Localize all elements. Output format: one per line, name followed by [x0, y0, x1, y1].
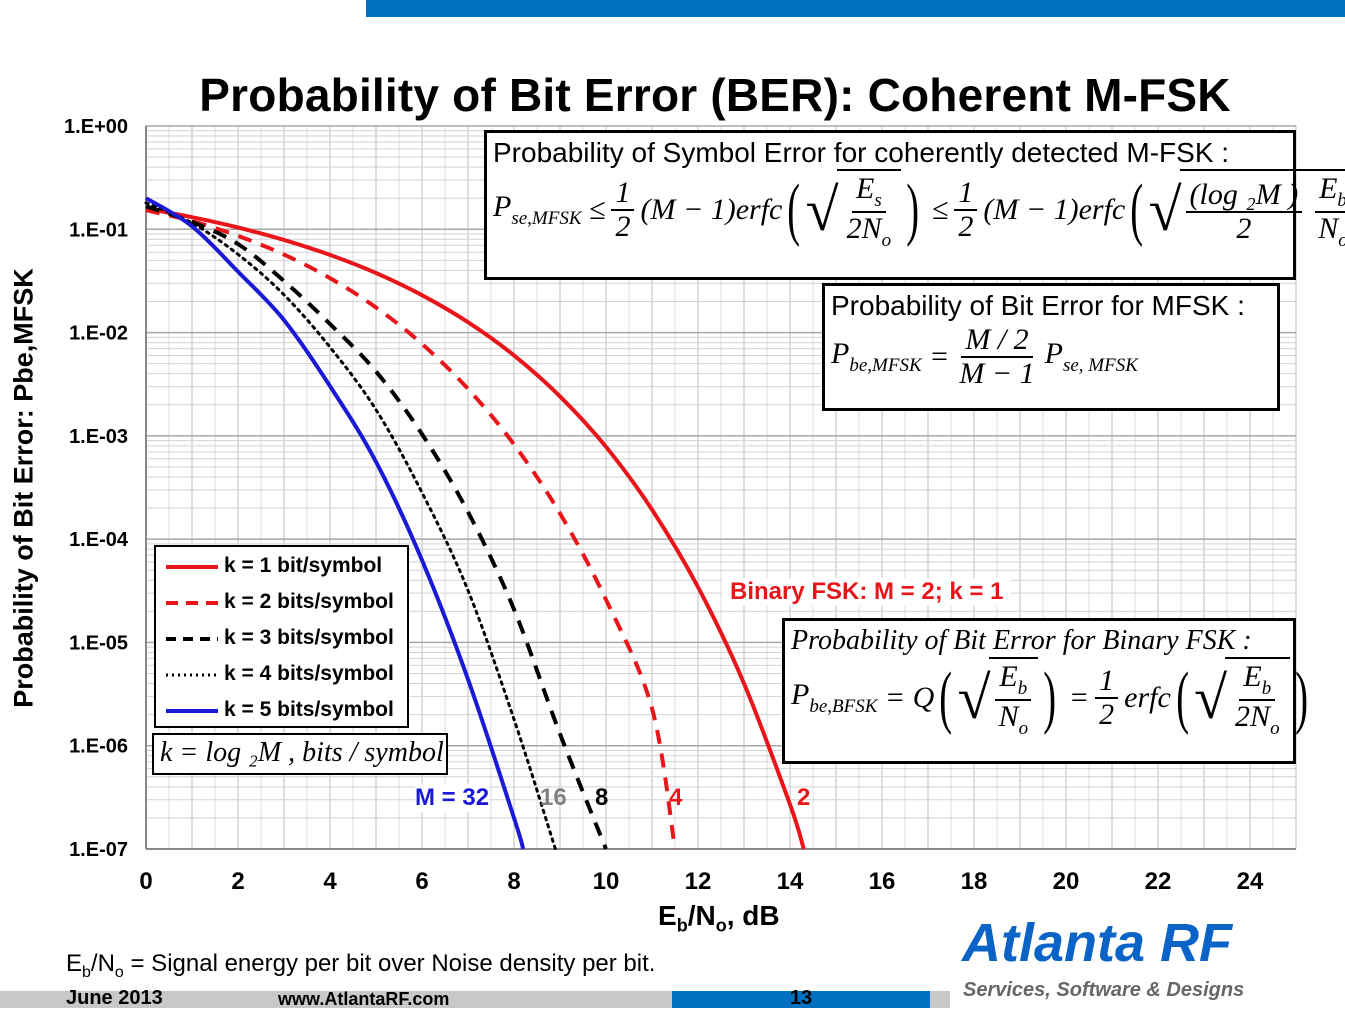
x-tick-label: 24 — [1237, 868, 1264, 895]
footer-page-bar — [672, 991, 930, 1008]
footer-url: www.AtlantaRF.com — [278, 989, 450, 1009]
x-tick-label: 12 — [685, 868, 712, 895]
x-tick-label: 6 — [415, 868, 428, 895]
curve-label-m16: 16 — [540, 784, 567, 811]
x-tick-label: 14 — [777, 868, 804, 895]
x-tick-label: 2 — [231, 868, 244, 895]
x-tick-label: 10 — [593, 868, 620, 895]
series-line-k5 — [144, 196, 526, 850]
x-tick-label: 22 — [1145, 868, 1172, 895]
y-tick-label: 1.E-03 — [69, 426, 128, 448]
legend-swatch-k1 — [166, 565, 218, 569]
symbol-error-formula-box: Probability of Symbol Error for coherent… — [484, 130, 1345, 280]
y-tick-label: 1.E-06 — [69, 736, 128, 758]
symbol-error-title: Probability of Symbol Error for coherent… — [493, 137, 1230, 168]
y-tick-labels: 1.E+00 1.E-01 1.E-02 1.E-03 1.E-04 1.E-05 1.E-… — [64, 116, 129, 861]
legend-item-k1: k = 1 bit/symbol — [164, 551, 404, 581]
binary-fsk-title: Probability of Bit Error for Binary FSK … — [791, 625, 1252, 656]
x-tick-label: 20 — [1053, 868, 1080, 895]
chart-legend: k = 1 bit/symbol k = 2 bits/symbol k = 3… — [154, 545, 409, 728]
legend-swatch-k2 — [166, 601, 218, 605]
x-tick-label: 0 — [139, 868, 152, 895]
curve-label-m32: M = 32 — [415, 784, 490, 812]
y-tick-label: 1.E+00 — [64, 116, 128, 138]
legend-item-k3: k = 3 bits/symbol — [164, 623, 404, 653]
brand-logo-text: Atlanta RF — [962, 913, 1232, 973]
x-tick-label: 16 — [869, 868, 896, 895]
curve-label-m2: 2 — [797, 784, 811, 811]
x-tick-label: 8 — [507, 868, 520, 895]
x-axis-title: Eb/No, dB — [658, 900, 780, 936]
y-tick-label: 1.E-01 — [69, 219, 128, 241]
y-tick-label: 1.E-05 — [69, 632, 128, 654]
x-tick-labels: 0 2 4 6 8 10 12 14 16 18 20 22 24 — [139, 868, 1264, 895]
slide-title: Probability of Bit Error (BER): Coherent… — [199, 69, 1231, 121]
footer-page-number: 13 — [790, 987, 813, 1009]
legend-item-k5: k = 5 bits/symbol — [164, 695, 404, 725]
x-tick-label: 4 — [323, 868, 337, 895]
series-line-k1 — [145, 206, 806, 850]
binary-fsk-formula-box: Probability of Bit Error for Binary FSK … — [782, 618, 1308, 764]
series-line-k3 — [145, 204, 608, 850]
brand-tagline: Services, Software & Designs — [963, 979, 1245, 1001]
ber-curves — [144, 196, 806, 851]
bit-error-title: Probability of Bit Error for MFSK : — [831, 290, 1245, 321]
y-tick-label: 1.E-02 — [69, 323, 128, 345]
binary-fsk-annotation: Binary FSK: M = 2; k = 1 — [722, 578, 1012, 606]
legend-swatch-k5 — [166, 709, 218, 713]
curve-label-m4: 4 — [669, 784, 683, 811]
legend-item-k4: k = 4 bits/symbol — [164, 659, 404, 689]
bit-error-formula-box: Probability of Bit Error for MFSK : Pbe,… — [822, 283, 1280, 411]
curve-label-m8: 8 — [595, 784, 609, 811]
legend-swatch-k3 — [166, 637, 218, 641]
y-axis-title: Probability of Bit Error: Pbe,MFSK — [8, 268, 39, 708]
k-definition-box: k = log ₂M , bits / symbol — [152, 733, 448, 775]
top-accent-bar — [366, 0, 1345, 17]
legend-item-k2: k = 2 bits/symbol — [164, 587, 404, 617]
series-line-k2 — [145, 208, 677, 850]
y-tick-label: 1.E-04 — [69, 529, 129, 551]
legend-swatch-k4 — [166, 673, 218, 677]
footnote: Eb/No = Signal energy per bit over Noise… — [66, 950, 656, 981]
series-line-k4 — [144, 201, 557, 851]
y-tick-label: 1.E-07 — [69, 839, 128, 861]
x-tick-label: 18 — [961, 868, 988, 895]
footer-date: June 2013 — [66, 987, 163, 1009]
